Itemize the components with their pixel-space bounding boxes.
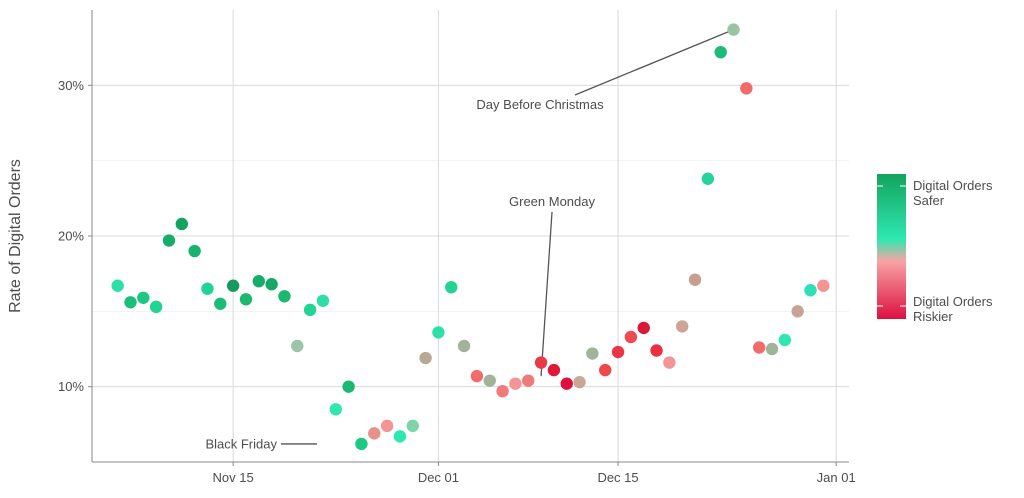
data-point	[804, 284, 817, 297]
annotation-leader-day-before-christmas	[574, 28, 734, 96]
data-point	[470, 369, 484, 383]
data-point	[624, 330, 638, 344]
legend-label-line: Digital Orders	[913, 294, 993, 309]
data-point	[445, 281, 458, 294]
data-point	[650, 344, 663, 357]
data-point	[265, 278, 278, 291]
data-point	[393, 430, 407, 443]
data-points	[111, 23, 830, 451]
data-point	[522, 374, 535, 387]
data-point	[778, 333, 792, 347]
data-point	[188, 244, 201, 258]
data-point	[303, 303, 317, 317]
data-point	[214, 297, 227, 310]
data-point	[701, 172, 715, 185]
data-point	[432, 326, 445, 339]
data-point	[573, 375, 586, 389]
data-point	[791, 305, 804, 318]
data-point	[599, 363, 612, 377]
data-point	[611, 345, 625, 359]
annotation-day-before-christmas: Day Before Christmas	[476, 97, 604, 112]
data-point	[278, 290, 291, 303]
data-point	[714, 45, 727, 59]
legend-label-line: Riskier	[913, 309, 953, 324]
data-point	[291, 339, 304, 353]
data-point	[817, 279, 830, 292]
legend-label-riskier: Digital Orders Riskier	[913, 294, 993, 324]
data-point	[560, 377, 573, 390]
legend-label-line: Digital Orders	[913, 178, 993, 193]
annotation-green-monday: Green Monday	[509, 194, 595, 209]
legend: Digital Orders Safer Digital Orders Riskie…	[877, 174, 993, 324]
annotations: Day Before Christmas Green Monday Black …	[205, 28, 734, 451]
x-tick-labels: Nov 15 Dec 01 Dec 15 Jan 01	[213, 470, 856, 485]
data-point	[676, 320, 689, 333]
axis-lines	[88, 10, 849, 466]
data-point	[149, 300, 163, 314]
data-point	[226, 279, 240, 292]
data-point	[239, 293, 253, 306]
data-point	[663, 356, 676, 369]
data-point	[752, 341, 766, 354]
annotation-leader-green-monday	[540, 211, 553, 377]
y-tick-label: 30%	[58, 78, 84, 93]
legend-label-line: Safer	[913, 193, 945, 208]
gridlines	[92, 10, 849, 462]
y-tick-label: 20%	[58, 229, 84, 244]
legend-color-bar	[877, 174, 906, 319]
data-point	[637, 321, 650, 335]
data-point	[534, 356, 548, 369]
data-point	[329, 403, 342, 416]
y-axis-title: Rate of Digital Orders	[7, 159, 24, 313]
x-tick-label: Dec 01	[418, 470, 459, 485]
data-point	[316, 294, 330, 307]
x-tick-label: Jan 01	[817, 470, 856, 485]
y-tick-label: 10%	[58, 379, 84, 394]
data-point	[688, 273, 702, 286]
data-point	[252, 275, 265, 288]
annotation-black-friday: Black Friday	[205, 436, 277, 451]
x-tick-label: Dec 15	[597, 470, 638, 485]
data-point	[727, 23, 740, 36]
data-point	[765, 342, 779, 356]
data-point	[111, 279, 124, 292]
y-tick-labels: 10% 20% 30%	[58, 78, 84, 394]
data-point	[547, 363, 561, 377]
legend-label-safer: Digital Orders Safer	[913, 178, 993, 208]
data-point	[137, 291, 150, 304]
data-point	[175, 217, 189, 231]
data-point	[457, 339, 471, 353]
data-point	[509, 377, 522, 390]
data-point	[496, 384, 509, 398]
data-point	[740, 82, 753, 95]
x-tick-label: Nov 15	[213, 470, 254, 485]
data-point	[368, 427, 381, 440]
data-point	[419, 351, 432, 365]
data-point	[342, 380, 355, 393]
data-point	[355, 437, 368, 451]
data-point	[380, 419, 394, 433]
data-point	[124, 296, 137, 309]
data-point	[406, 419, 419, 433]
data-point	[586, 347, 599, 360]
data-point	[162, 234, 176, 247]
data-point	[483, 374, 496, 387]
data-point	[201, 282, 214, 295]
